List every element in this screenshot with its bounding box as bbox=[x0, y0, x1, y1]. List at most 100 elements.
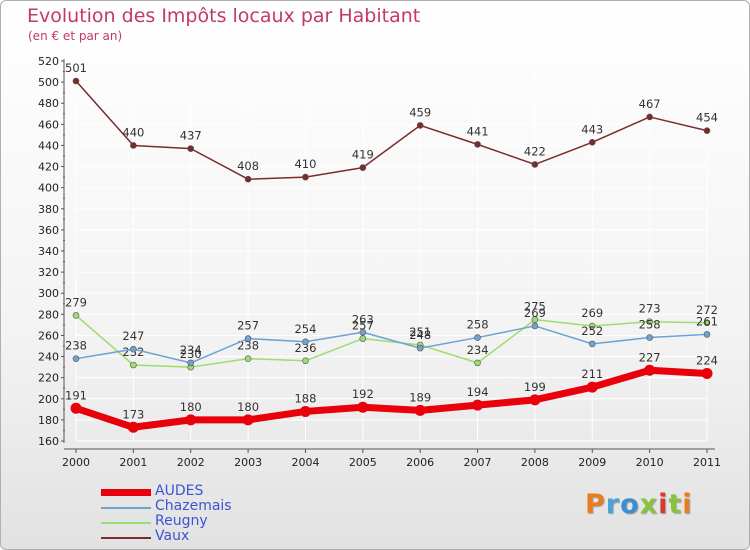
y-tick-label: 240 bbox=[38, 351, 59, 364]
data-label: 238 bbox=[65, 339, 87, 353]
data-label: 501 bbox=[65, 61, 87, 75]
data-point bbox=[130, 345, 137, 353]
x-tick-label: 2010 bbox=[636, 456, 664, 469]
x-tick-label: 2011 bbox=[693, 456, 721, 469]
data-point bbox=[586, 381, 598, 393]
x-tick-label: 2007 bbox=[464, 456, 492, 469]
logo-letter: x bbox=[639, 489, 659, 520]
data-label: 441 bbox=[467, 124, 489, 138]
y-tick-label: 360 bbox=[38, 224, 59, 237]
data-point bbox=[127, 421, 139, 433]
data-point bbox=[646, 113, 653, 121]
data-point bbox=[72, 355, 80, 362]
data-point bbox=[359, 164, 367, 171]
data-point bbox=[474, 359, 481, 367]
y-tick-label: 300 bbox=[38, 287, 59, 300]
data-label: 410 bbox=[294, 157, 316, 171]
data-label: 437 bbox=[180, 129, 202, 143]
data-point bbox=[588, 138, 596, 146]
data-point bbox=[302, 338, 309, 346]
data-point bbox=[72, 312, 80, 319]
data-label: 234 bbox=[467, 343, 489, 357]
data-label: 230 bbox=[180, 347, 202, 361]
data-label: 180 bbox=[180, 400, 202, 414]
y-tick-label: 420 bbox=[38, 161, 59, 174]
x-tick-label: 2005 bbox=[349, 456, 377, 469]
legend-swatch bbox=[101, 489, 151, 496]
y-tick-label: 340 bbox=[38, 245, 59, 258]
logo-letter: P bbox=[585, 489, 606, 520]
x-tick-label: 2001 bbox=[119, 456, 147, 469]
logo-letter: i bbox=[682, 489, 693, 520]
data-point bbox=[646, 334, 653, 341]
data-point bbox=[242, 414, 254, 426]
logo-letter: t bbox=[668, 489, 683, 520]
logo-letter: r bbox=[605, 489, 621, 520]
data-label: 454 bbox=[696, 111, 718, 125]
data-label: 251 bbox=[409, 325, 431, 339]
y-tick-label: 400 bbox=[38, 182, 59, 195]
data-point bbox=[531, 161, 539, 168]
x-tick-label: 2004 bbox=[291, 456, 319, 469]
data-label: 247 bbox=[122, 329, 144, 343]
y-tick-label: 200 bbox=[38, 393, 59, 406]
data-label: 199 bbox=[524, 380, 546, 394]
logo-letter: o bbox=[620, 489, 640, 520]
series-line-vaux bbox=[75, 80, 708, 180]
data-point bbox=[299, 405, 311, 417]
legend-label: Chazemais bbox=[155, 498, 232, 514]
legend-swatch bbox=[101, 507, 151, 509]
data-label: 419 bbox=[352, 148, 374, 162]
data-point bbox=[474, 141, 481, 148]
data-point bbox=[531, 316, 539, 323]
data-point bbox=[70, 402, 82, 414]
y-tick-label: 500 bbox=[38, 76, 59, 89]
data-point bbox=[244, 335, 252, 342]
data-point bbox=[703, 319, 711, 327]
data-point bbox=[187, 145, 195, 152]
y-tick-label: 280 bbox=[38, 308, 59, 321]
series-line-reugny bbox=[75, 314, 708, 368]
data-point bbox=[644, 364, 656, 376]
data-point bbox=[185, 414, 197, 426]
data-label: 211 bbox=[581, 367, 603, 381]
y-tick-label: 480 bbox=[38, 97, 59, 110]
data-point bbox=[701, 367, 713, 379]
data-label: 263 bbox=[352, 312, 374, 326]
data-point bbox=[588, 340, 596, 348]
y-tick-label: 520 bbox=[38, 55, 59, 68]
data-point bbox=[531, 322, 539, 330]
data-point bbox=[414, 404, 426, 416]
data-point bbox=[416, 122, 424, 129]
data-label: 443 bbox=[581, 122, 603, 136]
data-label: 238 bbox=[237, 339, 259, 353]
data-label: 224 bbox=[696, 353, 718, 367]
data-point bbox=[703, 331, 711, 338]
legend-swatch bbox=[101, 537, 151, 539]
data-label: 192 bbox=[352, 387, 374, 401]
y-tick-label: 220 bbox=[38, 372, 59, 385]
data-point bbox=[416, 344, 424, 352]
data-point bbox=[359, 328, 367, 336]
x-tick-label: 2006 bbox=[406, 456, 434, 469]
logo-letter: i bbox=[658, 489, 669, 520]
data-label: 279 bbox=[65, 295, 87, 309]
data-label: 252 bbox=[581, 324, 603, 338]
y-tick-label: 440 bbox=[38, 139, 59, 152]
data-label: 272 bbox=[696, 303, 718, 317]
x-tick-label: 2008 bbox=[521, 456, 549, 469]
data-point bbox=[646, 318, 653, 326]
data-label: 459 bbox=[409, 105, 431, 119]
data-label: 269 bbox=[524, 306, 546, 320]
data-label: 422 bbox=[524, 144, 546, 158]
y-tick-label: 180 bbox=[38, 414, 59, 427]
data-point bbox=[474, 334, 481, 341]
data-point bbox=[130, 142, 137, 149]
data-point bbox=[244, 355, 252, 362]
data-point bbox=[72, 77, 80, 85]
data-label: 273 bbox=[639, 302, 661, 316]
chart-title: Evolution des Impôts locaux par Habitant bbox=[27, 5, 421, 27]
data-label: 408 bbox=[237, 159, 259, 173]
data-point bbox=[529, 394, 541, 406]
legend-label: Vaux bbox=[155, 528, 190, 544]
